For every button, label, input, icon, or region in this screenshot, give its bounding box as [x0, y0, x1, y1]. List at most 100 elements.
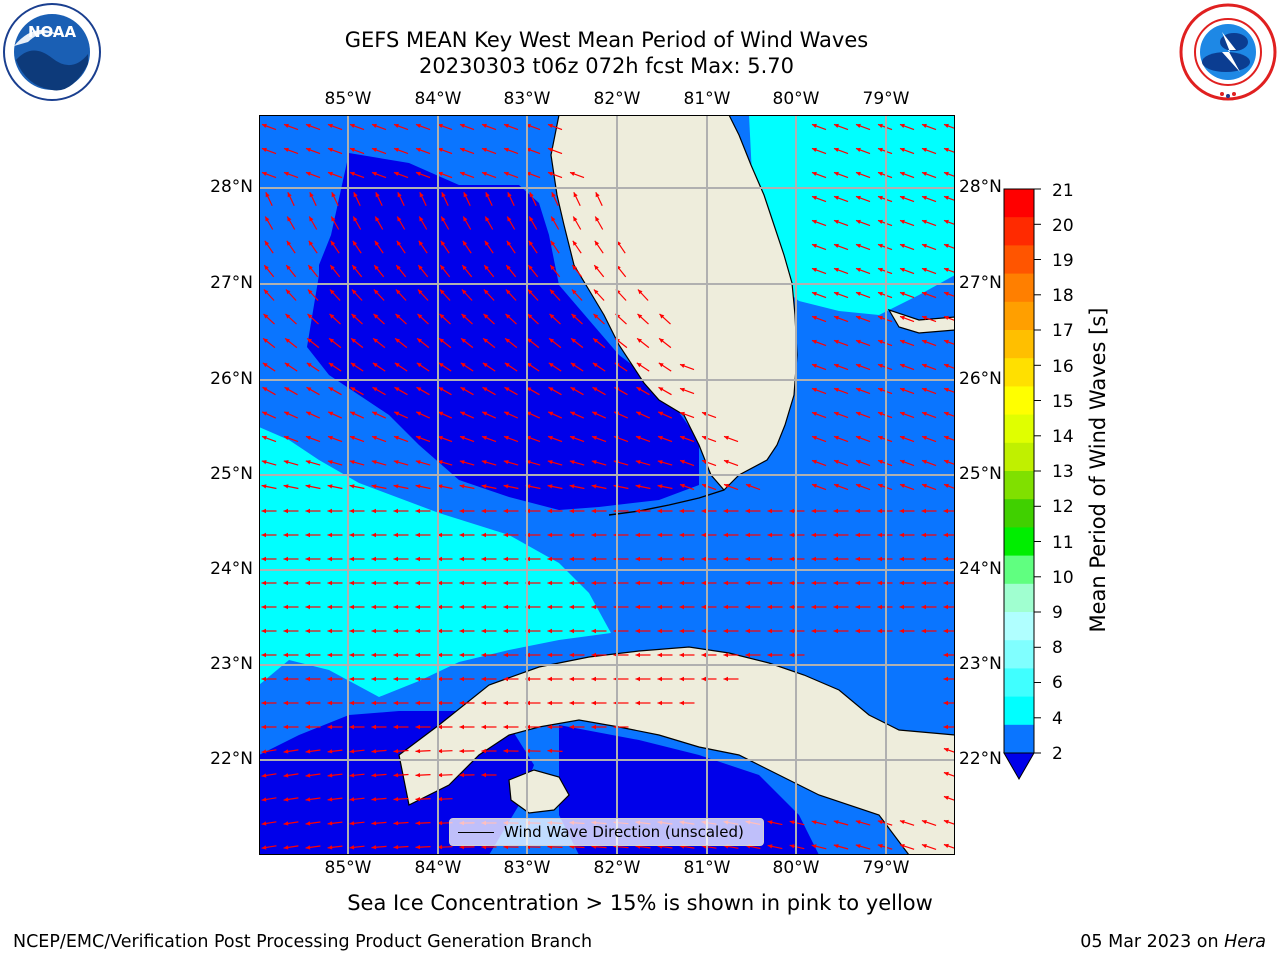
- colorbar-tick-label: 18: [1052, 286, 1074, 306]
- wave-direction-arrowhead: [723, 652, 728, 658]
- colorbar-tick-label: 12: [1052, 497, 1074, 517]
- wave-direction-arrowhead: [834, 387, 839, 392]
- wave-direction-arrowhead: [767, 508, 772, 514]
- wave-direction-arrowhead: [943, 747, 949, 752]
- wave-direction-arrowhead: [834, 123, 839, 128]
- colorbar-tick-label: 19: [1052, 251, 1074, 271]
- wave-direction-arrowhead: [416, 147, 421, 152]
- wave-direction-arrowhead: [264, 240, 270, 246]
- wave-direction-arrowhead: [571, 313, 577, 319]
- wave-direction-arrowhead: [349, 845, 355, 850]
- wave-direction-arrowhead: [481, 652, 486, 658]
- wave-direction-arrowhead: [878, 387, 883, 392]
- wave-direction-arrowhead: [944, 363, 949, 368]
- wave-direction-arrowhead: [394, 171, 399, 176]
- wave-direction-arrowhead: [833, 508, 838, 514]
- wave-direction-arrowhead: [878, 483, 883, 488]
- wave-direction-arrowhead: [283, 676, 288, 682]
- wave-direction-arrowhead: [658, 435, 663, 440]
- wave-direction-arrowhead: [371, 556, 376, 562]
- wave-direction-arrowhead: [812, 123, 817, 128]
- wave-direction-arrowhead: [261, 556, 266, 562]
- wave-direction-arrowhead: [767, 844, 773, 849]
- wave-direction-arrowhead: [833, 532, 838, 538]
- wave-direction-arrowhead: [261, 532, 266, 538]
- colorbar-segment: [1004, 414, 1034, 444]
- land-isla-juventud: [508, 769, 570, 814]
- wave-direction-arrowhead: [327, 845, 333, 850]
- wave-direction-arrowhead: [944, 219, 949, 224]
- wave-direction-arrowhead: [570, 411, 576, 416]
- wave-direction-arrowhead: [395, 338, 400, 343]
- wave-direction-arrowhead: [482, 147, 487, 152]
- wave-direction-arrowhead: [591, 484, 597, 489]
- colorbar-segment: [1004, 583, 1034, 613]
- wave-direction-arrowhead: [415, 508, 420, 514]
- wave-direction-arrowhead: [482, 387, 488, 392]
- wave-direction-arrowhead: [570, 171, 575, 176]
- wave-direction-arrowhead: [371, 604, 376, 610]
- wave-direction-arrowhead: [899, 580, 904, 586]
- wave-direction-arrowhead: [811, 628, 816, 634]
- wave-direction-arrowhead: [328, 435, 333, 440]
- wave-direction-arrowhead: [328, 387, 334, 392]
- wave-direction-arrowhead: [349, 556, 354, 562]
- wave-direction-arrowhead: [265, 216, 270, 222]
- wave-direction-arrowhead: [437, 652, 442, 658]
- wave-direction-arrowhead: [261, 604, 266, 610]
- wave-direction-arrowhead: [834, 483, 839, 488]
- wave-direction-arrowhead: [371, 797, 377, 802]
- wave-direction-arrowhead: [504, 123, 509, 128]
- wave-direction-arrowhead: [944, 435, 949, 440]
- wave-direction-arrowhead: [789, 628, 794, 634]
- wave-direction-arrowhead: [284, 123, 289, 128]
- wave-direction-arrowhead: [481, 676, 486, 682]
- wave-direction-arrowhead: [723, 604, 728, 610]
- wave-direction-arrowhead: [507, 192, 512, 198]
- wave-direction-arrowhead: [415, 556, 420, 562]
- wave-direction-arrowhead: [900, 339, 905, 344]
- wave-direction-arrowhead: [327, 556, 332, 562]
- wave-direction-arrowhead: [415, 532, 420, 538]
- wave-direction-arrowhead: [418, 240, 424, 246]
- wave-direction-arrowhead: [878, 339, 883, 344]
- wave-direction-arrowhead: [877, 556, 882, 562]
- wave-direction-arrowhead: [878, 435, 883, 440]
- wave-direction-arrowhead: [283, 652, 288, 658]
- wave-direction-arrowhead: [371, 700, 376, 706]
- wave-direction-arrowhead: [305, 508, 310, 514]
- legend-line-sample: [458, 831, 494, 833]
- wave-direction-arrowhead: [415, 580, 420, 586]
- wave-direction-arrowhead: [437, 748, 443, 754]
- wave-direction-arrowhead: [855, 820, 861, 825]
- wave-direction-arrowhead: [437, 532, 442, 538]
- wave-direction-arrowhead: [372, 147, 377, 152]
- wave-direction-arrowhead: [393, 700, 398, 706]
- wave-direction-arrowhead: [287, 192, 292, 198]
- wave-direction-arrowhead: [943, 532, 948, 538]
- wave-direction-arrowhead: [789, 820, 795, 825]
- wave-direction-arrowhead: [658, 362, 664, 368]
- wave-direction-arrowhead: [397, 216, 402, 222]
- wave-direction-arrowhead: [900, 411, 905, 416]
- wave-direction-arrowhead: [459, 748, 464, 754]
- wave-direction-arrowhead: [812, 339, 817, 344]
- wave-direction-arrowhead: [283, 484, 289, 489]
- wave-direction-arrowhead: [767, 532, 772, 538]
- wave-direction-arrowhead: [701, 580, 706, 586]
- wave-direction-arrowhead: [943, 819, 949, 824]
- wave-direction-arrowhead: [262, 171, 267, 176]
- wave-direction-arrowhead: [459, 556, 464, 562]
- wave-direction-arrowhead: [657, 460, 663, 465]
- wave-direction-arrowhead: [591, 724, 596, 730]
- wave-direction-arrowhead: [371, 460, 377, 465]
- wave-direction-arrowhead: [635, 628, 640, 634]
- legend-label: Wind Wave Direction (unscaled): [504, 823, 744, 841]
- wave-direction-arrowhead: [944, 243, 949, 248]
- wave-direction-arrowhead: [261, 724, 266, 730]
- wave-direction-arrowhead: [439, 313, 445, 319]
- wave-direction-arrowhead: [438, 362, 444, 368]
- wave-direction-arrowhead: [594, 265, 599, 270]
- wave-direction-arrowhead: [679, 652, 684, 658]
- wave-direction-arrowhead: [900, 483, 905, 488]
